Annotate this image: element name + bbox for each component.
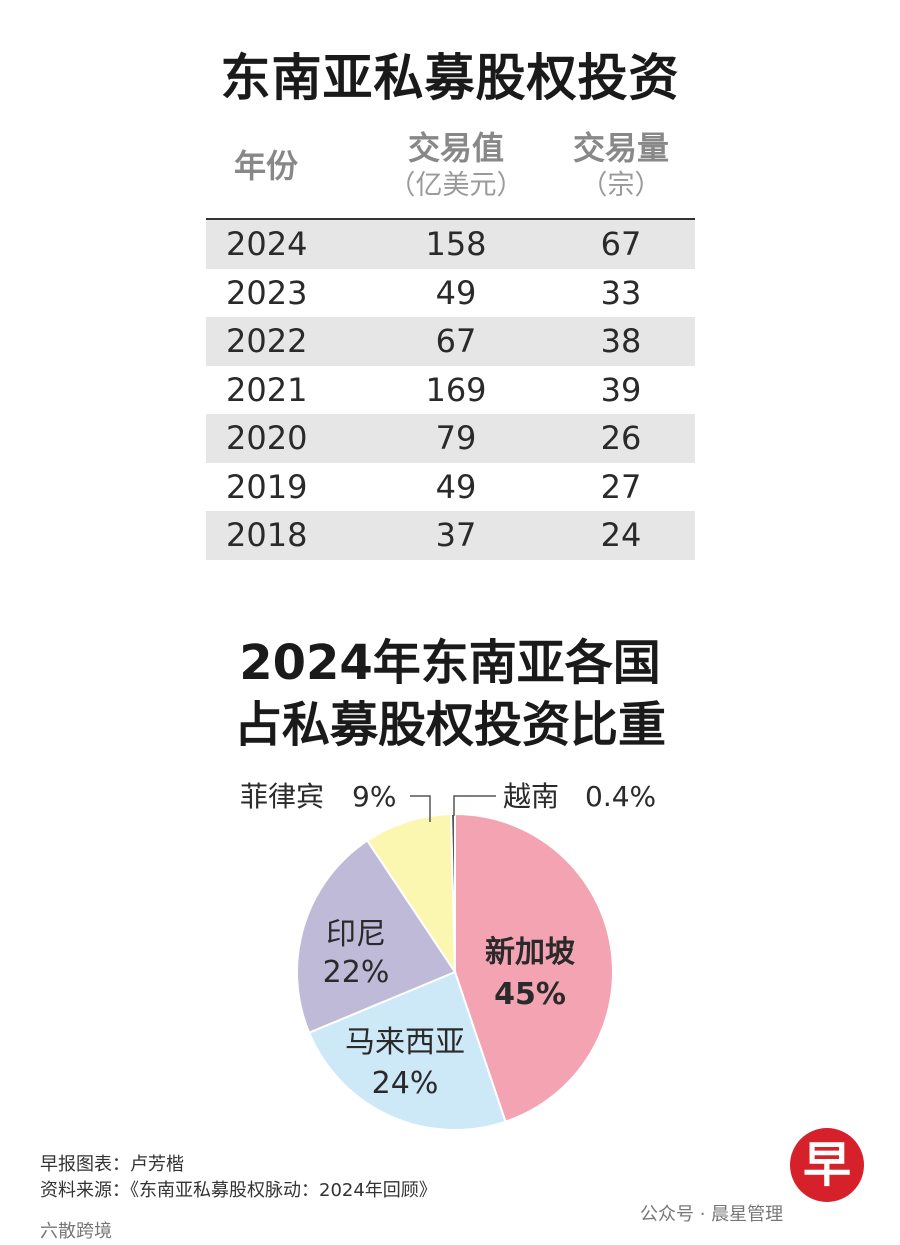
data-table: 2024 158 67 2023 49 33 2022 67 38 2021 169 39 2020 79… — [206, 220, 695, 560]
header-volume: 交易量 （宗） — [572, 129, 669, 201]
cell-year: 2020 — [226, 419, 308, 457]
pie-slice — [296, 839, 457, 1034]
cell-year: 2019 — [226, 467, 308, 506]
table-row: 2019 49 27 — [206, 463, 695, 512]
header-rule — [206, 218, 695, 220]
pie-label-value: 45% — [494, 977, 566, 1012]
cell-value: 37 — [435, 516, 477, 554]
pie-label-value: 0.4% — [585, 780, 656, 813]
header-value: 交易值 （亿美元） — [388, 129, 524, 201]
header-year: 年份 — [233, 147, 298, 185]
cell-volume: 27 — [600, 467, 642, 506]
pie-title-line2: 占私募股权投资比重 — [233, 697, 666, 753]
zaobao-logo: 早 — [790, 1128, 864, 1202]
cell-volume: 67 — [600, 225, 642, 263]
table-row: 2024 158 67 — [206, 220, 695, 269]
cell-year: 2022 — [226, 322, 308, 360]
pie-label-value: 22% — [323, 955, 390, 990]
pie-slice — [450, 812, 456, 973]
table-row: 2020 79 26 — [206, 414, 695, 463]
pie-label-value: 24% — [372, 1066, 439, 1101]
cell-year: 2024 — [226, 225, 308, 263]
cell-value: 49 — [435, 467, 477, 506]
cell-value: 158 — [425, 225, 487, 263]
cell-value: 169 — [425, 370, 487, 409]
leader-line — [410, 795, 431, 822]
cell-volume: 39 — [600, 370, 642, 409]
cell-volume: 38 — [600, 322, 642, 360]
table-row: 2018 37 24 — [206, 511, 695, 560]
leader-line — [453, 795, 496, 816]
footer-credit: 早报图表：卢芳楷 — [40, 1154, 184, 1175]
pie-label-value: 9% — [352, 780, 396, 813]
table-row: 2022 67 38 — [206, 317, 695, 366]
footer-source: 资料来源：《东南亚私募股权脉动：2024年回顾》 — [40, 1180, 437, 1201]
pie-title: 2024年东南亚各国 占私募股权投资比重 — [0, 632, 900, 756]
cell-year: 2018 — [226, 516, 308, 554]
table-row: 2021 169 39 — [206, 366, 695, 415]
cell-value: 49 — [435, 273, 477, 312]
watermark-right: 公众号 · 晨星管理 — [640, 1204, 784, 1225]
pie-label-name: 新加坡 — [485, 935, 575, 970]
pie-label-name: 越南 — [503, 780, 559, 813]
pie-slice — [365, 813, 457, 976]
cell-volume: 33 — [600, 273, 642, 312]
pie-slice — [307, 970, 507, 1132]
cell-volume: 24 — [600, 516, 642, 554]
cell-year: 2023 — [226, 273, 308, 312]
table-row: 2023 49 33 — [206, 269, 695, 318]
cell-volume: 26 — [600, 419, 642, 457]
watermark-left: 六散跨境 — [40, 1221, 112, 1242]
cell-value: 67 — [435, 322, 477, 360]
cell-year: 2021 — [226, 370, 308, 409]
table-header: 年份 交易值 （亿美元） 交易量 （宗） — [206, 128, 695, 218]
table-title: 东南亚私募股权投资 — [220, 49, 680, 107]
pie-label-name: 马来西亚 — [345, 1025, 465, 1060]
cell-value: 79 — [435, 419, 477, 457]
pie-title-line1: 2024年东南亚各国 — [239, 635, 661, 691]
pie-label-name: 印尼 — [326, 917, 386, 952]
pie-slice — [454, 812, 615, 1123]
pie-label-name: 菲律宾 — [240, 780, 324, 813]
